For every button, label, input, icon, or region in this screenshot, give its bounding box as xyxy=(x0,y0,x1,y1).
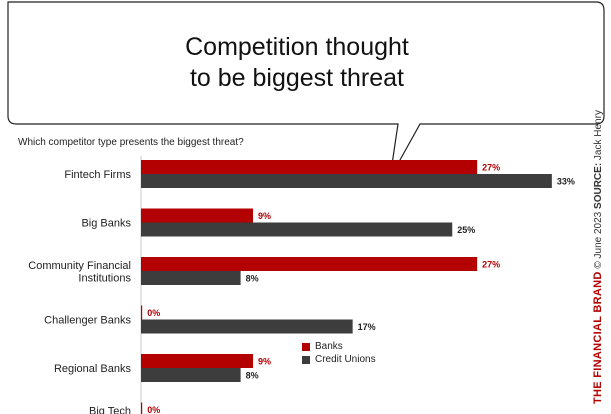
value-label-credit-unions: 25% xyxy=(457,225,475,235)
legend-item-banks: Banks xyxy=(302,340,376,353)
legend-item-credit-unions: Credit Unions xyxy=(302,353,376,366)
callout-title-line1: Competition thought xyxy=(185,33,409,61)
value-label-banks: 9% xyxy=(258,356,271,366)
category-label-line: Institutions xyxy=(78,272,131,284)
value-label-banks: 9% xyxy=(258,211,271,221)
category-label: Big Banks xyxy=(81,218,131,230)
category-label-line: Challenger Banks xyxy=(44,315,131,327)
bar-credit-unions xyxy=(141,319,353,334)
category-label: Fintech Firms xyxy=(64,169,131,181)
bar-banks xyxy=(141,402,143,414)
legend-swatch-banks xyxy=(302,342,310,351)
value-label-banks: 27% xyxy=(482,259,500,269)
bar-banks xyxy=(141,305,143,320)
value-label-credit-unions: 8% xyxy=(246,273,259,283)
value-label-credit-unions: 33% xyxy=(557,176,575,186)
value-label-credit-unions: 17% xyxy=(358,322,376,332)
source-date: © June 2023 xyxy=(593,211,604,269)
value-label-credit-unions: 8% xyxy=(246,370,259,380)
bar-credit-unions xyxy=(141,174,552,188)
bar-banks xyxy=(141,160,478,174)
source-name: Jack Henry xyxy=(593,110,604,161)
chart-question: Which competitor type presents the bigge… xyxy=(18,137,244,148)
bar-credit-unions xyxy=(141,368,241,382)
bar-credit-unions xyxy=(141,222,453,237)
callout-title: Competition thought to be biggest threat xyxy=(6,32,588,94)
bar-credit-unions xyxy=(141,271,241,285)
category-label-line: Big Banks xyxy=(81,218,131,230)
legend-label-credit-unions: Credit Unions xyxy=(315,354,376,365)
value-label-banks: 0% xyxy=(147,308,160,318)
category-label: Challenger Banks xyxy=(44,315,131,327)
category-label-line: Big Tech xyxy=(89,405,131,414)
legend-swatch-credit-unions xyxy=(302,355,310,364)
bar-banks xyxy=(141,257,478,271)
category-label-line: Community Financial xyxy=(28,260,131,272)
category-label: Community Financial Institutions xyxy=(28,260,131,285)
brand-name: THE FINANCIAL BRAND xyxy=(592,271,604,404)
legend-label-banks: Banks xyxy=(315,341,343,352)
value-label-banks: 0% xyxy=(147,405,160,414)
chart-legend: Banks Credit Unions xyxy=(302,340,376,366)
bar-banks xyxy=(141,354,254,368)
callout-title-line2: to be biggest threat xyxy=(189,64,405,92)
value-label-banks: 27% xyxy=(482,162,500,172)
bar-banks xyxy=(141,208,254,223)
source-label: SOURCE: xyxy=(593,162,604,209)
category-label: Big TechCompanies xyxy=(75,405,131,414)
category-label-line: Fintech Firms xyxy=(64,169,131,181)
category-label-line: Regional Banks xyxy=(54,363,132,375)
category-label: Regional Banks xyxy=(54,363,132,375)
source-credit: THE FINANCIAL BRAND © June 2023 SOURCE: … xyxy=(592,110,604,404)
